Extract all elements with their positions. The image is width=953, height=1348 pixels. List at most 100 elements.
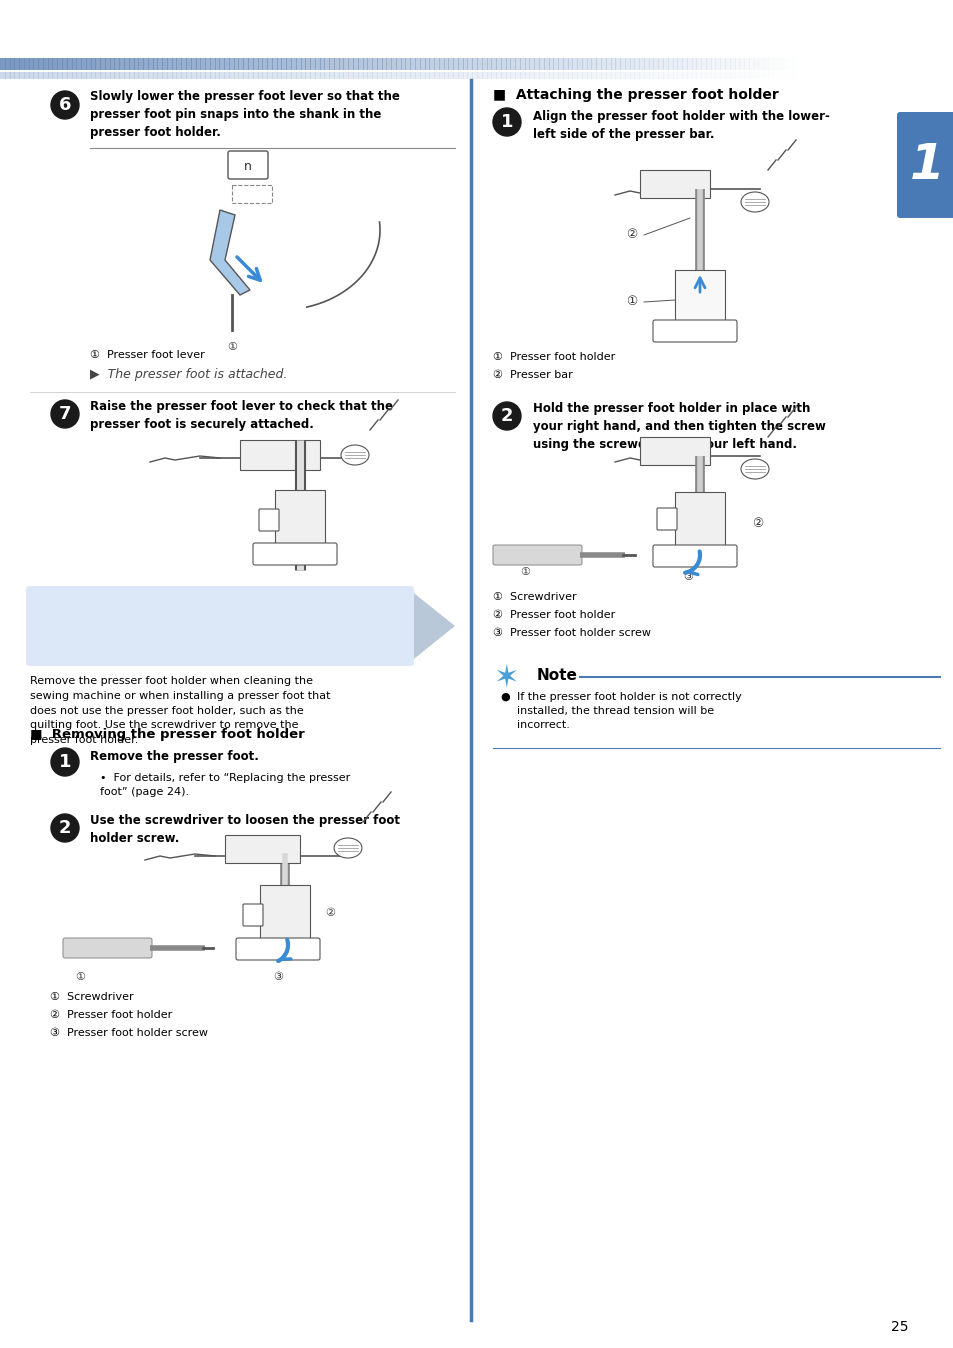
Bar — [529, 71, 535, 80]
Bar — [195, 71, 201, 80]
Bar — [133, 71, 139, 80]
Bar — [272, 58, 277, 70]
Bar — [300, 71, 306, 80]
Text: ①: ① — [227, 342, 236, 352]
Bar — [24, 71, 30, 80]
Text: ①  Screwdriver: ① Screwdriver — [50, 992, 133, 1002]
Bar — [81, 58, 87, 70]
Bar — [943, 71, 949, 80]
Bar — [648, 58, 654, 70]
Text: ③: ③ — [273, 972, 283, 981]
Bar — [667, 71, 673, 80]
Text: ①: ① — [75, 972, 85, 981]
Bar — [481, 71, 487, 80]
Bar — [381, 58, 387, 70]
Bar — [353, 58, 358, 70]
Text: ●: ● — [499, 692, 509, 702]
Bar — [157, 58, 163, 70]
Bar — [672, 71, 678, 80]
Bar — [767, 58, 773, 70]
Bar — [348, 58, 354, 70]
Bar — [105, 71, 111, 80]
FancyBboxPatch shape — [26, 586, 414, 666]
Bar — [310, 71, 315, 80]
Bar — [219, 58, 225, 70]
Bar — [276, 58, 282, 70]
Bar — [319, 71, 325, 80]
Bar — [529, 58, 535, 70]
Bar — [543, 71, 549, 80]
Bar — [152, 58, 158, 70]
Bar — [453, 71, 458, 80]
Bar — [472, 71, 477, 80]
Bar — [600, 71, 606, 80]
Bar — [772, 58, 778, 70]
Bar — [210, 71, 215, 80]
Bar — [457, 71, 463, 80]
FancyBboxPatch shape — [493, 545, 581, 565]
Text: Removing the presser foot: Removing the presser foot — [44, 604, 314, 621]
Bar — [939, 58, 944, 70]
Bar — [405, 58, 411, 70]
Bar — [672, 58, 678, 70]
Bar — [186, 71, 192, 80]
Bar — [491, 58, 497, 70]
Bar — [214, 58, 220, 70]
Bar — [691, 58, 697, 70]
Bar — [853, 58, 859, 70]
Bar — [338, 71, 344, 80]
Bar — [262, 71, 268, 80]
Text: ③  Presser foot holder screw: ③ Presser foot holder screw — [50, 1029, 208, 1038]
Bar — [38, 71, 44, 80]
Bar — [901, 58, 906, 70]
Bar — [596, 71, 601, 80]
Bar — [658, 58, 663, 70]
Bar — [362, 71, 368, 80]
Bar — [348, 71, 354, 80]
Bar — [243, 71, 249, 80]
Bar — [353, 71, 358, 80]
Bar — [110, 71, 115, 80]
Bar — [653, 58, 659, 70]
Text: Remove the presser foot.: Remove the presser foot. — [90, 749, 258, 763]
Bar — [391, 58, 396, 70]
Bar — [33, 58, 39, 70]
Bar — [424, 71, 430, 80]
Bar — [391, 71, 396, 80]
Bar — [462, 71, 468, 80]
FancyBboxPatch shape — [225, 834, 299, 863]
Bar — [781, 58, 787, 70]
Ellipse shape — [740, 191, 768, 212]
Bar — [5, 58, 10, 70]
Bar — [281, 71, 287, 80]
Bar — [700, 71, 706, 80]
Bar — [200, 71, 206, 80]
Bar — [100, 58, 106, 70]
Bar — [419, 71, 425, 80]
Bar — [253, 71, 258, 80]
Bar — [195, 58, 201, 70]
Bar — [739, 58, 744, 70]
Circle shape — [51, 400, 79, 429]
Bar — [410, 58, 416, 70]
Bar — [643, 71, 649, 80]
Bar — [10, 58, 15, 70]
Bar — [372, 71, 377, 80]
Bar — [286, 71, 292, 80]
Bar — [553, 71, 558, 80]
Bar — [624, 71, 630, 80]
Text: ①: ① — [626, 295, 637, 307]
Bar — [862, 58, 868, 70]
Bar — [801, 58, 806, 70]
Bar — [724, 71, 730, 80]
Bar — [810, 71, 816, 80]
Bar — [233, 58, 239, 70]
Bar — [300, 58, 306, 70]
Bar — [357, 58, 363, 70]
Bar — [519, 58, 525, 70]
Bar — [538, 71, 544, 80]
Bar — [662, 71, 668, 80]
Bar — [305, 71, 311, 80]
Bar — [567, 71, 573, 80]
Bar — [467, 58, 473, 70]
